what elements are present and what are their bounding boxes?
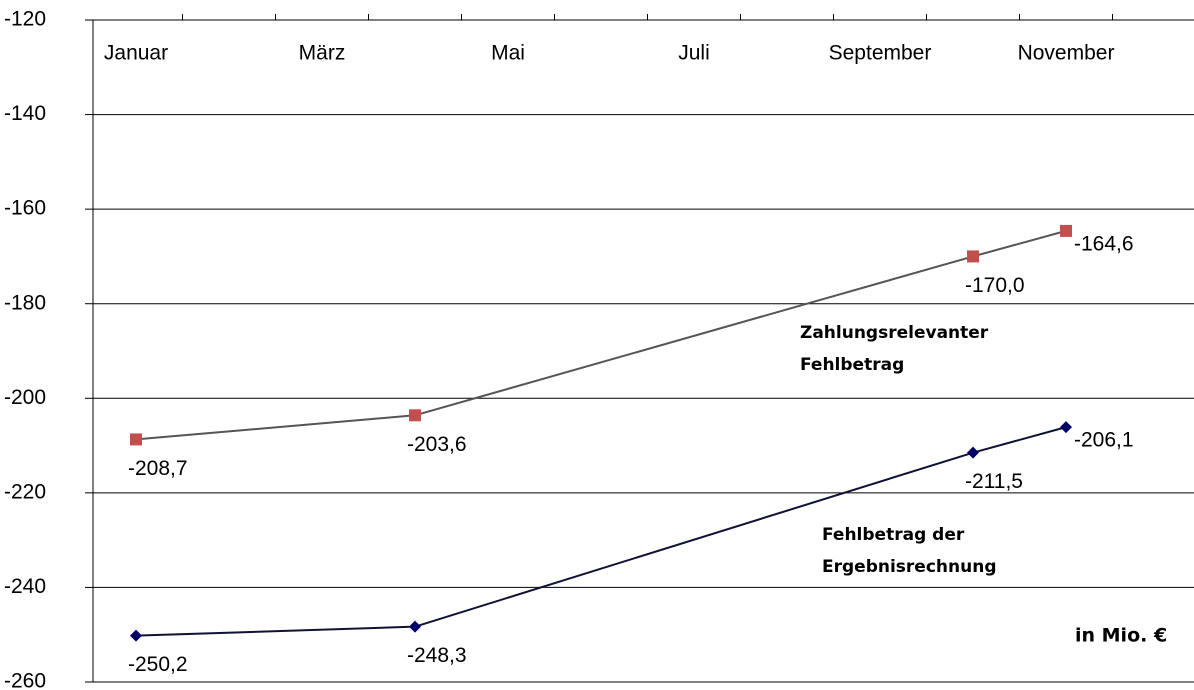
line-segment bbox=[414, 255, 974, 417]
y-tick-label: -260 bbox=[4, 670, 46, 690]
data-label: -250,2 bbox=[128, 653, 188, 676]
data-label: -248,3 bbox=[407, 644, 467, 667]
line-segment bbox=[414, 451, 974, 628]
y-tick-label: -220 bbox=[4, 480, 46, 503]
marker bbox=[1060, 421, 1072, 434]
y-tick-label: -120 bbox=[4, 8, 46, 31]
data-label: -211,5 bbox=[965, 470, 1023, 493]
x-tick-label: September bbox=[829, 42, 932, 65]
marker bbox=[967, 446, 979, 459]
y-tick-label: -160 bbox=[4, 197, 46, 220]
marker bbox=[1060, 224, 1072, 237]
data-label: -170,0 bbox=[965, 274, 1025, 297]
marker bbox=[967, 250, 979, 263]
marker bbox=[409, 409, 421, 422]
data-label: -164,6 bbox=[1074, 232, 1134, 255]
marker bbox=[130, 629, 142, 642]
x-tick-label: März bbox=[299, 42, 346, 65]
annotation: Zahlungsrelevanter bbox=[800, 323, 989, 343]
x-tick-label: Juli bbox=[678, 42, 710, 65]
x-tick-label: November bbox=[1018, 42, 1115, 65]
x-tick-label: Mai bbox=[491, 42, 525, 65]
line-segment bbox=[135, 625, 416, 637]
marker bbox=[409, 620, 421, 633]
line-segment bbox=[972, 229, 1067, 258]
annotation: Fehlbetrag bbox=[800, 355, 904, 375]
annotation: Fehlbetrag der bbox=[822, 525, 965, 545]
line-segment bbox=[972, 426, 1067, 454]
data-label: -203,6 bbox=[407, 433, 467, 456]
y-tick-label: -200 bbox=[4, 386, 46, 409]
x-tick-label: Januar bbox=[104, 42, 168, 65]
unit-label: in Mio. € bbox=[1075, 625, 1167, 647]
y-tick-label: -240 bbox=[4, 575, 46, 598]
line-segment bbox=[135, 414, 416, 441]
y-tick-label: -140 bbox=[4, 102, 46, 125]
data-label: -206,1 bbox=[1074, 429, 1134, 452]
marker bbox=[130, 433, 142, 446]
y-tick-label: -180 bbox=[4, 291, 46, 314]
annotation: Ergebnisrechnung bbox=[822, 557, 996, 577]
data-label: -208,7 bbox=[128, 457, 188, 480]
